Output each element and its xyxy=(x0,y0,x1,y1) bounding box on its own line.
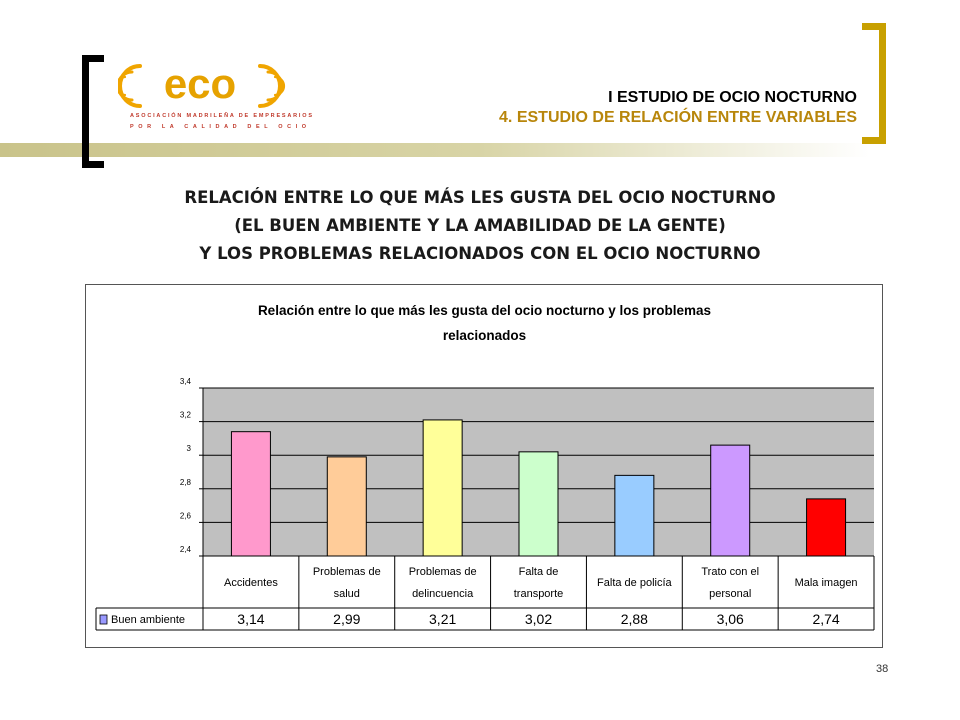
bar-chart: 2,4 2,6 2,8 3 3,2 3,4 Accidentes Problemas de sa… xyxy=(95,377,875,631)
bar xyxy=(614,474,655,557)
data-label: 3,14 xyxy=(237,611,264,627)
category-label: Problemas de xyxy=(409,566,477,578)
slide-title-line3: Y LOS PROBLEMAS RELACIONADOS CON EL OCIO… xyxy=(199,244,761,263)
right-bracket xyxy=(862,23,886,144)
legend-key xyxy=(99,614,108,625)
y-tick-label: 3 xyxy=(187,444,192,453)
category-label: Accidentes xyxy=(224,577,278,589)
category-label: Trato con el xyxy=(701,566,759,578)
page-number: 38 xyxy=(876,663,889,675)
eco-logo-mark: eco xyxy=(118,60,286,108)
y-tick-label: 2,8 xyxy=(180,478,192,487)
y-tick-label: 2,6 xyxy=(180,511,192,520)
header-title-line2: 4. ESTUDIO DE RELACIÓN ENTRE VARIABLES xyxy=(499,109,857,126)
header-bar xyxy=(0,143,870,157)
category-label: salud xyxy=(334,588,360,600)
logo-tagline-2: POR LA CALIDAD DEL OCIO xyxy=(130,124,311,130)
y-tick-label: 3,4 xyxy=(180,377,192,386)
category-label: transporte xyxy=(514,588,564,600)
data-label: 2,99 xyxy=(333,611,360,627)
category-label: Mala imagen xyxy=(795,577,858,589)
left-bracket xyxy=(82,55,104,168)
category-label: Problemas de xyxy=(313,566,381,578)
legend-series-name: Buen ambiente xyxy=(111,614,185,626)
header-title-line1: I ESTUDIO DE OCIO NOCTURNO xyxy=(608,89,857,106)
bar xyxy=(806,498,847,557)
logo-tagline-1: ASOCIACIÓN MADRILEÑA DE EMPRESARIOS xyxy=(130,113,314,119)
category-label: Falta de xyxy=(519,566,559,578)
data-label: 2,88 xyxy=(621,611,648,627)
bar xyxy=(518,451,559,557)
chart-title-line2: relacionados xyxy=(442,328,527,343)
bar xyxy=(710,444,751,557)
eco-logo: eco ASOCIACIÓN MADRILEÑA DE EMPRESARIOS … xyxy=(118,58,312,138)
y-tick-label: 2,4 xyxy=(180,545,192,554)
data-label: 3,06 xyxy=(717,611,744,627)
data-label: 3,21 xyxy=(429,611,456,627)
bar xyxy=(422,419,463,557)
chart-container: Relación entre lo que más les gusta del … xyxy=(85,284,883,648)
bar xyxy=(326,456,367,557)
data-label: 2,74 xyxy=(812,611,839,627)
slide-title-line2: (EL BUEN AMBIENTE Y LA AMABILIDAD DE LA … xyxy=(234,216,726,235)
chart-title: Relación entre lo que más les gusta del … xyxy=(86,298,883,348)
bar xyxy=(230,431,271,557)
slide-title-line1: RELACIÓN ENTRE LO QUE MÁS LES GUSTA DEL … xyxy=(184,188,776,207)
category-label: personal xyxy=(709,588,751,600)
chart-title-line1: Relación entre lo que más les gusta del … xyxy=(257,303,712,318)
header-title: I ESTUDIO DE OCIO NOCTURNO 4. ESTUDIO DE… xyxy=(499,88,857,128)
eco-wordmark: eco xyxy=(164,60,236,107)
slide-title: RELACIÓN ENTRE LO QUE MÁS LES GUSTA DEL … xyxy=(0,184,960,268)
category-label: Falta de policía xyxy=(597,577,672,589)
category-label: delincuencia xyxy=(412,588,474,600)
data-label: 3,02 xyxy=(525,611,552,627)
y-tick-label: 3,2 xyxy=(180,411,192,420)
